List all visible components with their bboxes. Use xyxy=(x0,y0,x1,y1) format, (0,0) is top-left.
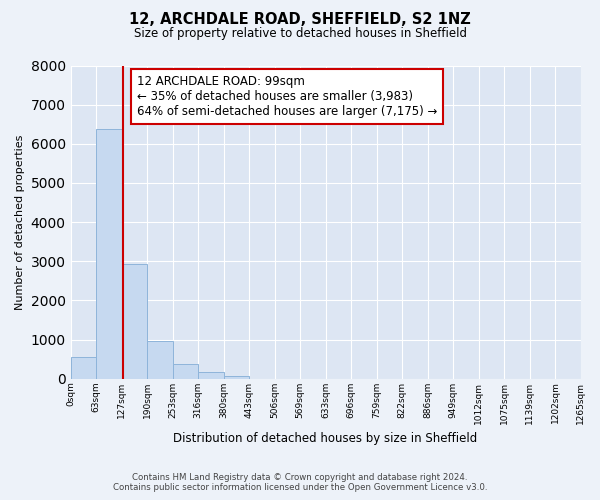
Bar xyxy=(122,264,147,379)
Bar xyxy=(147,340,173,379)
Bar xyxy=(173,364,198,379)
Text: 12 ARCHDALE ROAD: 99sqm
← 35% of detached houses are smaller (3,983)
64% of semi: 12 ARCHDALE ROAD: 99sqm ← 35% of detache… xyxy=(137,75,437,118)
Text: 12, ARCHDALE ROAD, SHEFFIELD, S2 1NZ: 12, ARCHDALE ROAD, SHEFFIELD, S2 1NZ xyxy=(129,12,471,28)
X-axis label: Distribution of detached houses by size in Sheffield: Distribution of detached houses by size … xyxy=(173,432,478,445)
Bar xyxy=(71,357,96,379)
Bar xyxy=(224,376,249,379)
Text: Contains HM Land Registry data © Crown copyright and database right 2024.
Contai: Contains HM Land Registry data © Crown c… xyxy=(113,473,487,492)
Y-axis label: Number of detached properties: Number of detached properties xyxy=(15,134,25,310)
Bar xyxy=(96,129,122,379)
Bar xyxy=(198,372,224,379)
Text: Size of property relative to detached houses in Sheffield: Size of property relative to detached ho… xyxy=(133,28,467,40)
